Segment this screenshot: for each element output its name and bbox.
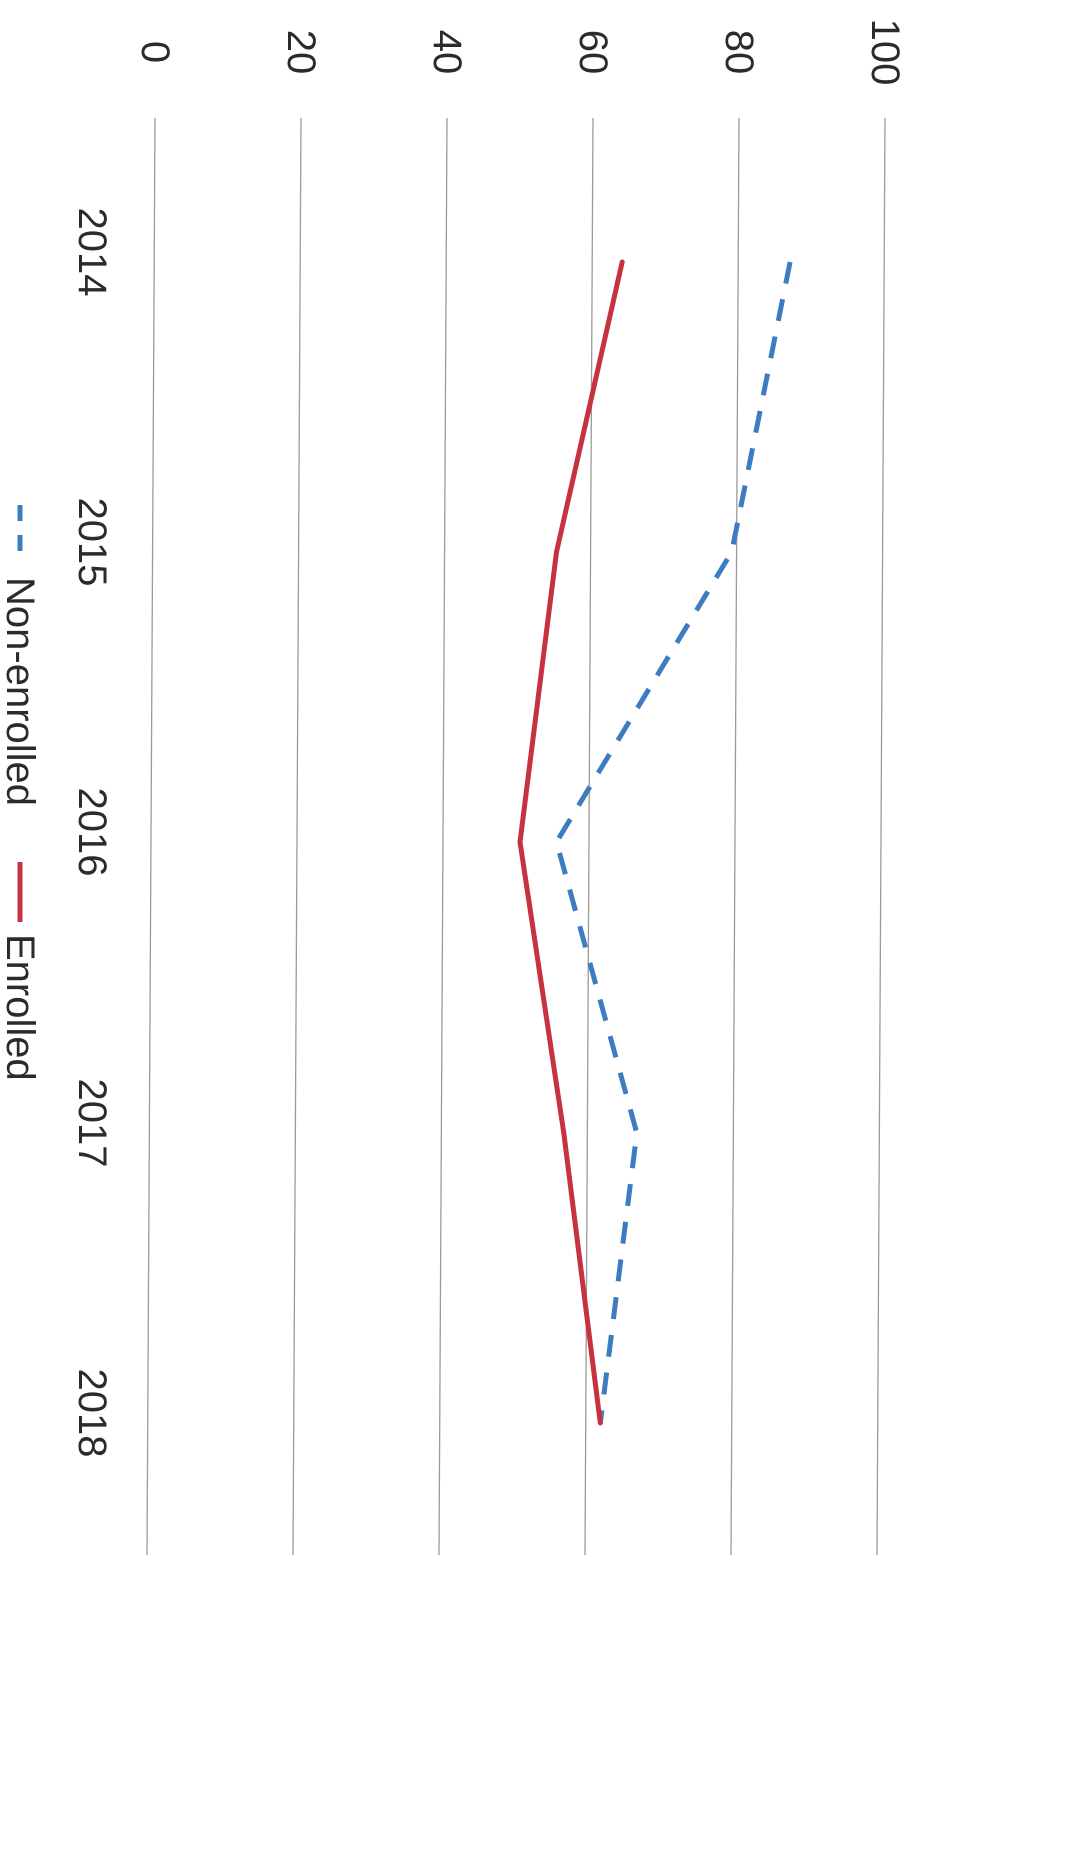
y-axis-tick-labels: 0 20 40 60 80 100 [133, 19, 907, 86]
series-line-non-enrolled [554, 261, 793, 1424]
gridline [292, 117, 302, 1556]
x-tick-label: 2017 [70, 1079, 114, 1168]
series-lines [517, 259, 793, 1426]
x-tick-label: 2014 [70, 208, 114, 297]
y-tick-label: 20 [279, 30, 323, 75]
legend: Non-enrolled Enrolled [0, 505, 42, 1081]
y-tick-label: 80 [717, 30, 761, 75]
legend-label-enrolled: Enrolled [0, 934, 42, 1081]
gridline [876, 117, 886, 1556]
y-tick-label: 100 [863, 19, 907, 86]
gridline [146, 117, 156, 1556]
x-tick-label: 2015 [70, 498, 114, 587]
y-tick-label: 40 [425, 30, 469, 75]
x-axis-tick-labels: 2014 2015 2016 2017 2018 [70, 208, 114, 1458]
x-tick-label: 2016 [70, 788, 114, 877]
y-tick-label: 60 [571, 30, 615, 75]
y-tick-label: 0 [133, 41, 177, 63]
gridlines [146, 117, 886, 1556]
legend-label-non-enrolled: Non-enrolled [0, 577, 42, 806]
x-tick-label: 2018 [70, 1369, 114, 1458]
gridline [438, 117, 448, 1556]
gridline [730, 117, 740, 1556]
series-line-enrolled [517, 259, 625, 1426]
